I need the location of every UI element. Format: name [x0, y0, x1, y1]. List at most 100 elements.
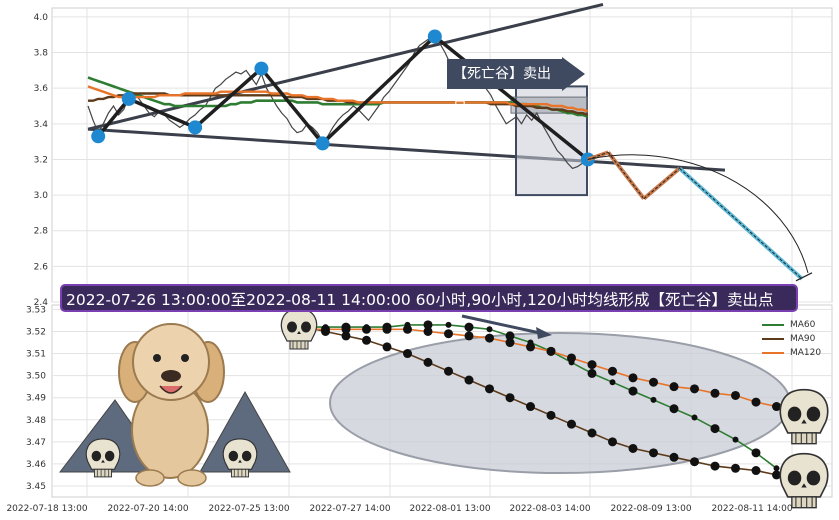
focus-arrow-head	[536, 327, 552, 339]
skull-nose	[801, 419, 807, 424]
skull-eye-left	[787, 470, 802, 486]
skull-icon	[779, 452, 829, 509]
upper-trendline	[87, 2, 604, 131]
legend-item-ma60: MA60	[762, 318, 832, 332]
ma-point	[445, 321, 452, 328]
x-tick-label: 2022-07-20 14:00	[107, 504, 188, 514]
ma-point	[669, 382, 679, 392]
dog-paw-left	[135, 469, 165, 487]
price-y-tick-label: 3.2	[34, 155, 48, 165]
pivot-point	[427, 29, 442, 44]
ma-point	[587, 428, 597, 438]
skull-head	[779, 388, 829, 434]
skull-eye-right	[241, 450, 252, 462]
legend-swatch-ma120	[762, 352, 784, 354]
ma-point	[464, 375, 474, 385]
ma-point	[485, 384, 494, 394]
focus-arrow	[461, 314, 541, 335]
ma-point	[650, 396, 657, 403]
ma-point	[773, 465, 780, 472]
legend-swatch-ma90	[762, 338, 784, 340]
legend: MA60 MA90 MA120	[762, 318, 832, 360]
skull-jaw	[93, 468, 113, 478]
ma-point	[423, 320, 433, 330]
skull-head	[222, 438, 258, 470]
ma-point	[444, 366, 453, 376]
skull-jaw	[791, 432, 817, 445]
ma-point	[669, 404, 679, 414]
ma-point	[690, 384, 699, 394]
ma-point	[608, 437, 617, 447]
ma-y-tick-label: 3.48	[26, 416, 46, 426]
ma-point	[567, 419, 576, 429]
skull-nose	[297, 331, 301, 334]
ma-point	[423, 326, 433, 336]
ma-point	[505, 338, 515, 348]
series-line-ma120	[87, 85, 589, 113]
ma-y-tick-label: 3.52	[26, 327, 46, 337]
skull-icon	[222, 438, 258, 478]
skull-icon	[85, 438, 121, 478]
ma-point	[587, 360, 597, 370]
ma-point	[464, 322, 474, 332]
ma-point	[731, 463, 740, 473]
dog-mouth	[159, 385, 183, 394]
skull-nose	[801, 483, 807, 488]
ma-point	[772, 470, 781, 480]
skull-jaw	[289, 340, 309, 350]
skull-eye-right	[806, 406, 821, 422]
skull-eye-left	[91, 450, 102, 462]
ma-point	[628, 386, 638, 396]
price-panel: 2.4 2.6 2.8 3.0 3.2 3.4 3.6 3.8 4.0	[34, 2, 833, 308]
ma-y-tick-label: 3.45	[26, 482, 46, 492]
x-tick-label: 2022-07-25 13:00	[208, 504, 289, 514]
ma-point	[628, 443, 638, 453]
projection-arc	[587, 154, 809, 273]
illustrations	[58, 308, 829, 509]
pivot-point	[188, 120, 203, 135]
ma-point	[382, 342, 392, 352]
series-line-price	[87, 33, 589, 170]
ma-point	[732, 436, 739, 443]
ma-point	[526, 402, 535, 412]
skull-icon	[280, 308, 318, 350]
pivot-point	[91, 129, 106, 144]
skull-eye-right	[104, 450, 115, 462]
x-tick-label: 2022-08-09 13:00	[610, 504, 691, 514]
price-plot-frame	[51, 7, 833, 303]
projection-arc-tick	[795, 272, 813, 282]
ma-point	[423, 357, 433, 367]
ma-point	[526, 342, 535, 352]
skull-eye-left	[787, 406, 802, 422]
skull-eye-left	[287, 321, 297, 333]
price-y-tick-label: 3.0	[34, 191, 49, 201]
ma-point	[486, 326, 493, 333]
legend-label-ma90: MA90	[790, 334, 816, 344]
skull-nose	[101, 459, 105, 463]
ma-point	[341, 324, 351, 334]
ma-point	[362, 324, 371, 334]
ma-point	[691, 414, 698, 421]
x-tick-label: 2022-07-27 14:00	[309, 504, 390, 514]
legend-swatch-ma60	[762, 324, 784, 326]
dog-head	[132, 323, 210, 401]
legend-label-ma120: MA120	[790, 348, 822, 358]
signal-label: 【死亡谷】卖出点	[447, 59, 562, 112]
ma-point	[546, 410, 556, 420]
dog-eye-left	[153, 354, 161, 362]
ma-point	[609, 379, 616, 386]
projection-segment-dash	[679, 167, 803, 280]
ma-point	[731, 390, 740, 400]
skull-eye-right	[301, 321, 311, 333]
skull-eye-left	[228, 450, 239, 462]
ma-point	[382, 324, 392, 334]
pivot-point	[315, 136, 330, 151]
ma-y-tick-label: 3.51	[26, 350, 46, 360]
skull-head	[779, 452, 829, 498]
ma-y-tick-label: 3.50	[26, 372, 46, 382]
dog-paw-right	[177, 469, 207, 487]
ma-point	[505, 331, 515, 341]
ma-point	[321, 324, 330, 334]
projection-segment-dash	[643, 167, 680, 200]
